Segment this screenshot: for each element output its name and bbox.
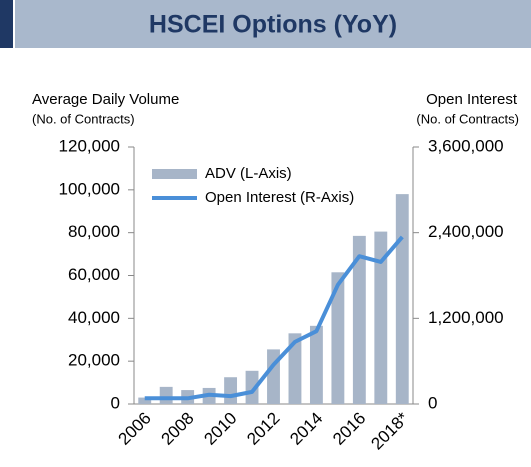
x-tick-label: 2012 [243,409,283,449]
bar [224,377,238,404]
y-tick-label: 40,000 [68,308,120,327]
legend-swatch [152,169,197,179]
y-axis-title: Average Daily Volume [32,91,179,108]
x-tick-label: 2008 [157,409,197,449]
bar [288,333,302,404]
y-tick-label: 20,000 [68,351,120,370]
legend-label: ADV (L-Axis) [205,165,292,182]
y2-tick-label: 2,400,000 [428,222,504,241]
bar [374,231,388,404]
y2-axis-title: Open Interest [426,91,518,108]
y-tick-label: 120,000 [59,136,120,155]
bar [352,235,366,404]
bar [159,386,173,404]
x-tick-label: 2016 [329,409,369,449]
bar [138,397,152,404]
bar [245,370,259,404]
y2-axis-subtitle: (No. of Contracts) [416,111,519,126]
bar [395,194,409,404]
x-tick-label: 2014 [286,409,326,449]
chart-title: HSCEI Options (YoY) [149,11,397,39]
y2-tick-label: 3,600,000 [428,136,504,155]
x-tick-label: 2018* [367,408,412,453]
side-strip [0,0,13,48]
legend-label: Open Interest (R-Axis) [205,189,354,206]
y-axis-subtitle: (No. of Contracts) [32,111,135,126]
y2-tick-label: 0 [428,393,437,412]
y-tick-label: 60,000 [68,265,120,284]
title-banner [15,0,531,48]
x-tick-label: 2010 [200,409,240,449]
y-tick-label: 0 [111,393,120,412]
y2-tick-label: 1,200,000 [428,308,504,327]
x-tick-label: 2006 [115,409,155,449]
bar [331,272,345,404]
y-tick-label: 100,000 [59,179,120,198]
bar [309,325,323,404]
y-tick-label: 80,000 [68,222,120,241]
line [144,235,404,401]
